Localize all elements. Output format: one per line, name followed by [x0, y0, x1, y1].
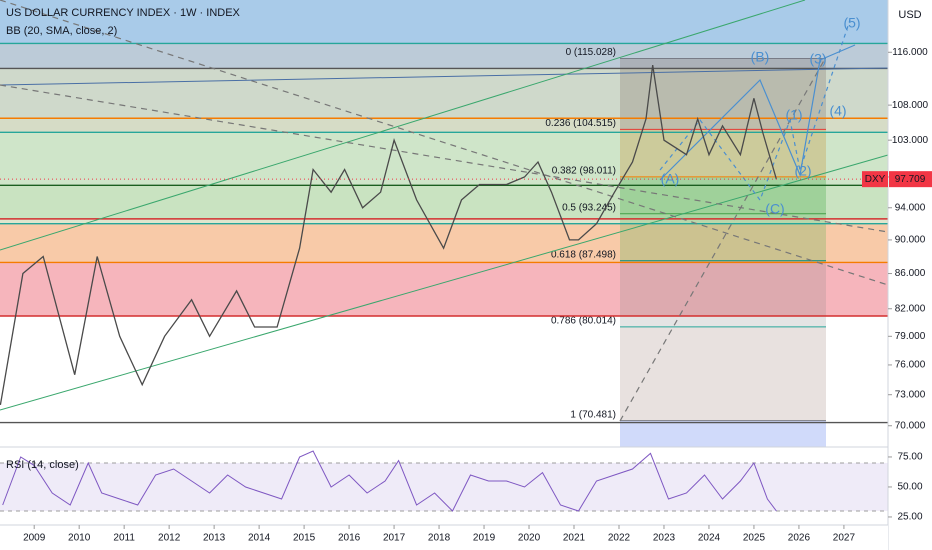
series-line	[0, 65, 778, 406]
x-tick-label: 2026	[788, 533, 811, 544]
y-tick-label: 94.000	[895, 202, 926, 213]
fib-zone	[620, 129, 826, 177]
y-tick-label: 82.000	[895, 303, 926, 314]
wave-label: (B)	[751, 49, 770, 65]
price-axis	[888, 0, 932, 550]
x-tick-label: 2009	[23, 533, 46, 544]
y-tick-label: 79.000	[895, 331, 926, 342]
y-tick-label: 103.000	[892, 135, 929, 146]
last-price-label: 97.709	[895, 174, 926, 185]
x-tick-label: 2027	[833, 533, 856, 544]
x-tick-label: 2021	[563, 533, 586, 544]
fib-zone	[620, 213, 826, 261]
x-tick-label: 2020	[518, 533, 541, 544]
x-tick-label: 2010	[68, 533, 91, 544]
wave-label: (A)	[661, 171, 680, 187]
y-tick-label: 108.000	[892, 100, 929, 111]
y-tick-label: 73.000	[895, 389, 926, 400]
fib-label: 0.786 (80.014)	[551, 316, 616, 327]
chart-title: US DOLLAR CURRENCY INDEX · 1W · INDEX	[6, 7, 241, 19]
fib-zone	[620, 326, 826, 421]
y-tick-label: 76.000	[895, 360, 926, 371]
x-tick-label: 2012	[158, 533, 181, 544]
y-tick-label: 50.00	[897, 482, 922, 493]
x-tick-label: 2017	[383, 533, 406, 544]
x-tick-label: 2023	[653, 533, 676, 544]
wave-label: (3)	[809, 51, 826, 67]
x-tick-label: 2016	[338, 533, 361, 544]
y-tick-label: 90.000	[895, 235, 926, 246]
fib-label: 0.5 (93.245)	[562, 202, 616, 213]
x-tick-label: 2015	[293, 533, 316, 544]
indicator-label: RSI (14, close)	[6, 459, 79, 471]
trend-lines	[0, 0, 889, 422]
symbol-tag	[862, 171, 888, 188]
fib-zone	[620, 176, 826, 214]
fib-label: 1 (70.481)	[570, 409, 616, 420]
x-tick-label: 2014	[248, 533, 271, 544]
fib-extension	[620, 421, 826, 448]
fib-label: 0.236 (104.515)	[545, 118, 616, 129]
currency-label: USD	[898, 9, 921, 21]
zone	[0, 218, 888, 224]
y-tick-label: 70.000	[895, 420, 926, 431]
series-line	[2, 450, 777, 512]
wave-label: (C)	[765, 201, 784, 217]
y-tick-label: 116.000	[892, 47, 928, 58]
fib-label: 0 (115.028)	[566, 47, 616, 58]
zone	[0, 223, 888, 263]
y-tick-label: 75.00	[897, 452, 922, 463]
x-tick-label: 2022	[608, 533, 631, 544]
indicator-label: BB (20, SMA, close, 2)	[6, 25, 117, 37]
zone	[0, 316, 888, 423]
zone	[0, 262, 888, 317]
y-tick-label: 86.000	[895, 268, 926, 279]
last-price-tag	[889, 171, 932, 188]
zone	[0, 0, 888, 44]
symbol-label: DXY	[865, 174, 886, 185]
wave-label: (1)	[785, 107, 802, 123]
x-tick-label: 2011	[113, 533, 135, 544]
fib-label: 0.618 (87.498)	[551, 249, 616, 260]
time-axis	[0, 525, 888, 550]
x-tick-label: 2024	[698, 533, 721, 544]
x-tick-label: 2013	[203, 533, 226, 544]
wave-labels: (5) (B) (3) (4) (1) (A) (2) (C)	[661, 15, 861, 217]
wave-label: (2)	[794, 163, 811, 179]
x-tick-label: 2019	[473, 533, 496, 544]
x-tick-label: 2018	[428, 533, 451, 544]
wave-label: (4)	[829, 103, 846, 119]
fib-label: 0.382 (98.011)	[552, 166, 616, 177]
wave-label: (5)	[843, 15, 860, 31]
fib-zone	[620, 260, 826, 327]
y-tick-label: 25.00	[897, 512, 922, 523]
x-tick-label: 2025	[743, 533, 766, 544]
rsi-pane	[0, 447, 888, 525]
